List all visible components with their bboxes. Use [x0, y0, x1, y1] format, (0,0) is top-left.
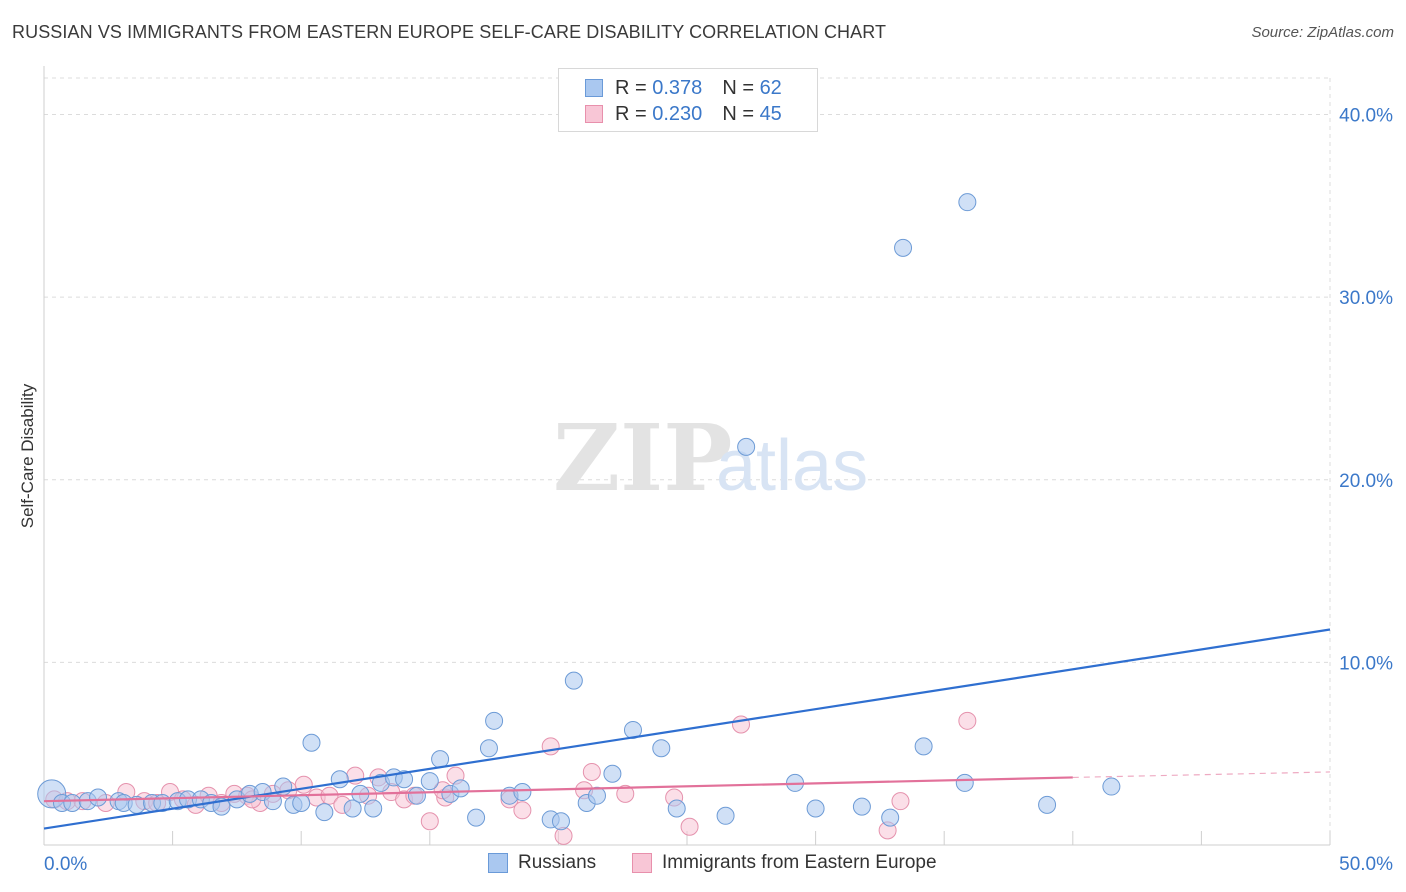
y-tick-label: 40.0%	[1339, 106, 1393, 127]
data-point-russians	[330, 770, 349, 789]
data-point-immigrants	[732, 715, 751, 734]
legend-n-label: N =	[722, 76, 760, 99]
data-point-russians	[881, 808, 900, 827]
bottom-legend-russians: Russians	[488, 852, 596, 874]
legend-row-russians: R = 0.378 N = 62	[585, 75, 782, 101]
data-point-russians	[958, 193, 977, 212]
bottom-legend: Russians Immigrants from Eastern Europe	[0, 852, 1406, 878]
bottom-legend-label: Immigrants from Eastern Europe	[662, 852, 937, 873]
data-point-russians	[420, 772, 439, 791]
data-point-russians	[587, 786, 606, 805]
legend-r-label: R =	[615, 76, 653, 99]
data-point-russians	[431, 750, 450, 769]
data-point-russians	[667, 799, 686, 818]
legend: R = 0.378 N = 62 R = 0.230 N = 45	[558, 68, 818, 132]
bottom-legend-swatch-blue	[488, 853, 508, 873]
legend-row-immigrants: R = 0.230 N = 45	[585, 101, 782, 127]
y-tick-label: 10.0%	[1339, 653, 1393, 674]
x-tick-label: 0.0%	[44, 854, 87, 875]
data-point-immigrants	[616, 784, 635, 803]
series-immigrants-points	[45, 711, 977, 845]
data-point-immigrants	[294, 775, 313, 794]
legend-n-label: N =	[722, 102, 760, 125]
watermark: ZIP atlas	[553, 404, 868, 512]
data-point-immigrants	[554, 826, 573, 845]
legend-r-label: R =	[615, 102, 653, 125]
legend-swatch-pink	[585, 105, 603, 123]
trend-line-russians	[43, 628, 1331, 830]
data-point-immigrants	[891, 792, 910, 811]
data-point-russians	[716, 806, 735, 825]
source-label: Source: ZipAtlas.com	[1251, 24, 1394, 41]
data-point-russians	[315, 803, 334, 822]
data-point-russians	[485, 711, 504, 730]
data-point-russians	[467, 808, 486, 827]
trend-lines	[43, 628, 1331, 830]
data-point-russians	[89, 788, 108, 807]
data-point-russians	[343, 799, 362, 818]
data-point-russians	[564, 671, 583, 690]
watermark-atlas: atlas	[716, 426, 868, 506]
data-point-immigrants	[541, 737, 560, 756]
data-point-russians	[1102, 777, 1121, 796]
data-point-russians	[292, 793, 311, 812]
bottom-legend-swatch-pink	[632, 853, 652, 873]
data-point-immigrants	[582, 762, 601, 781]
x-tick-label: 50.0%	[1339, 854, 1393, 875]
data-point-russians	[737, 437, 756, 456]
axes	[43, 66, 1331, 846]
data-point-russians	[1038, 795, 1057, 814]
tick-labels: 10.0% 20.0% 30.0% 40.0% 0.0% 50.0%	[44, 106, 1393, 875]
data-point-russians	[451, 779, 470, 798]
bottom-legend-immigrants: Immigrants from Eastern Europe	[632, 852, 937, 874]
chart-title: RUSSIAN VS IMMIGRANTS FROM EASTERN EUROP…	[12, 22, 887, 42]
data-point-russians	[652, 739, 671, 758]
data-point-russians	[551, 812, 570, 831]
data-point-immigrants	[680, 817, 699, 836]
data-point-immigrants	[958, 711, 977, 730]
legend-r-value: 0.378	[652, 76, 703, 99]
bottom-legend-label: Russians	[518, 852, 597, 873]
data-point-russians	[603, 764, 622, 783]
legend-n-value: 62	[759, 76, 782, 99]
watermark-zip: ZIP	[553, 404, 732, 512]
data-point-russians	[364, 799, 383, 818]
trend-line-immigrants-extension	[1072, 771, 1331, 779]
data-point-russians	[806, 799, 825, 818]
data-point-russians	[407, 786, 426, 805]
y-tick-label: 20.0%	[1339, 471, 1393, 492]
data-point-immigrants	[513, 801, 532, 820]
data-point-russians	[395, 770, 414, 789]
data-point-russians	[894, 238, 913, 257]
y-tick-label: 30.0%	[1339, 288, 1393, 309]
data-point-russians	[302, 733, 321, 752]
data-point-russians	[914, 737, 933, 756]
legend-n-value: 45	[759, 102, 782, 125]
trend-line-immigrants	[43, 776, 1073, 803]
data-point-russians	[513, 783, 532, 802]
data-point-russians	[852, 797, 871, 816]
legend-swatch-blue	[585, 79, 603, 97]
y-axis-label: Self-Care Disability	[18, 383, 37, 529]
data-point-immigrants	[420, 812, 439, 831]
legend-r-value: 0.230	[652, 102, 703, 125]
data-point-russians	[955, 773, 974, 792]
data-point-russians	[479, 739, 498, 758]
data-point-russians	[63, 793, 82, 812]
